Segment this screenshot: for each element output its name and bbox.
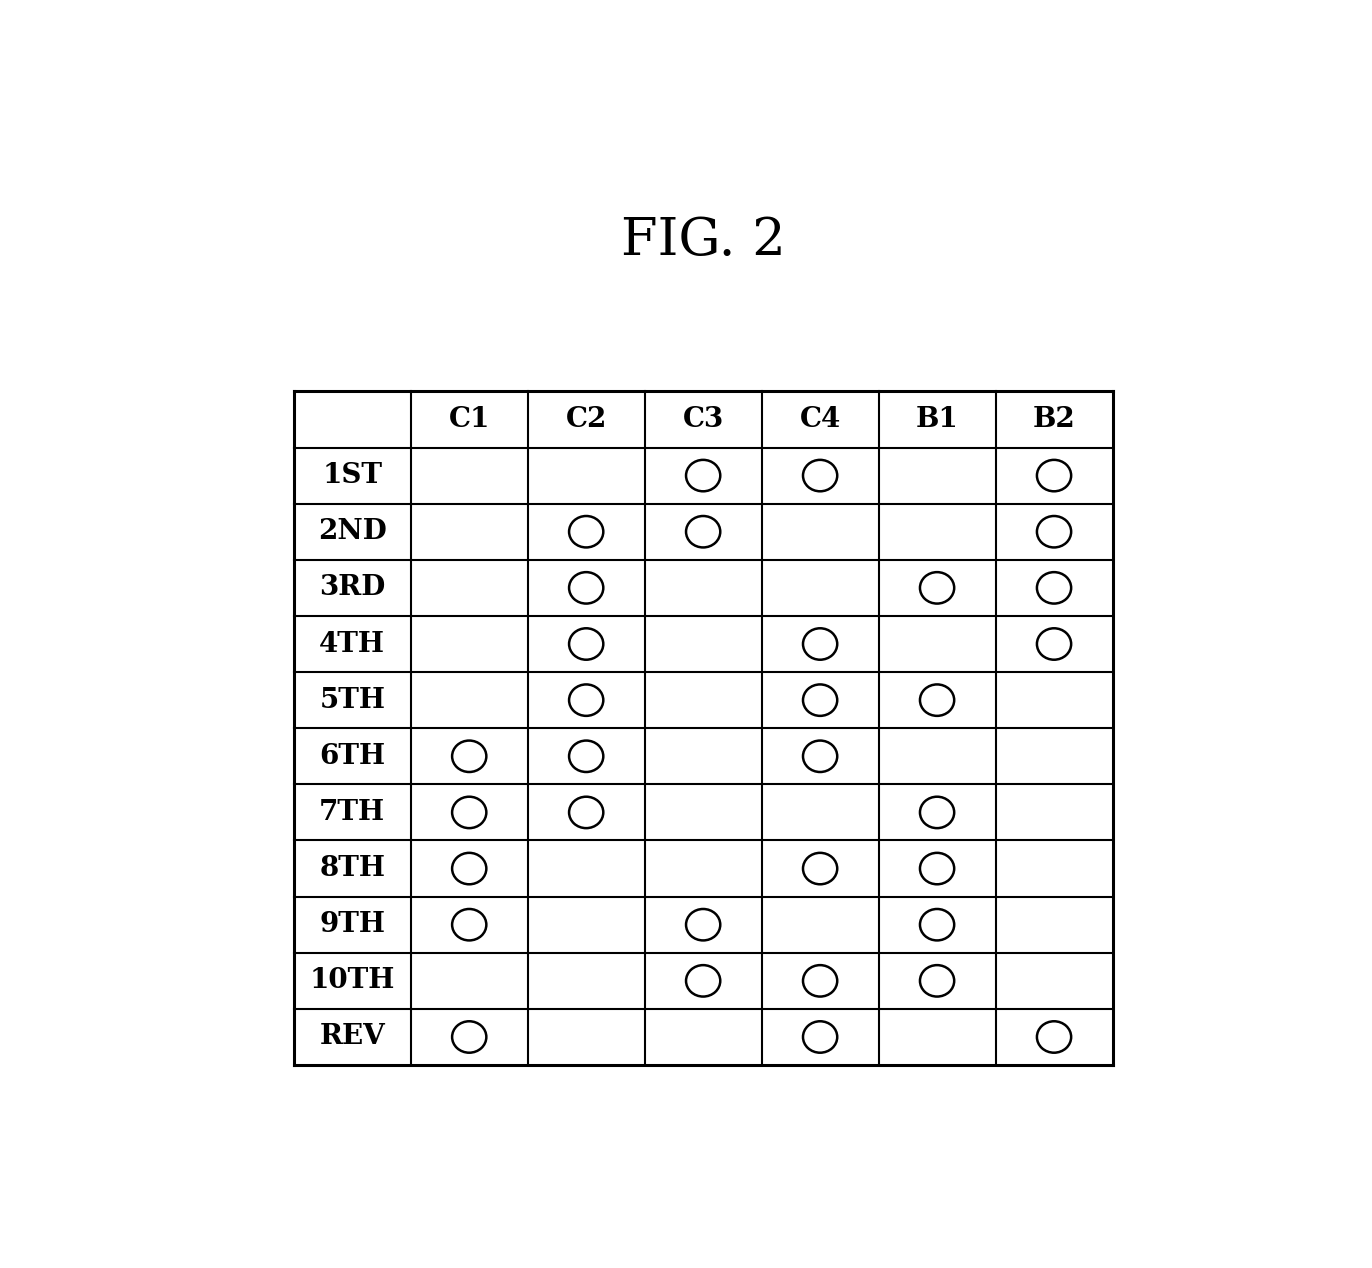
Circle shape: [453, 853, 486, 884]
Text: B2: B2: [1033, 406, 1076, 432]
Circle shape: [453, 741, 486, 772]
Circle shape: [569, 516, 604, 548]
Circle shape: [803, 965, 837, 997]
Circle shape: [569, 796, 604, 828]
Text: 8TH: 8TH: [320, 855, 386, 883]
Circle shape: [686, 909, 720, 941]
Circle shape: [453, 1021, 486, 1052]
Circle shape: [921, 685, 954, 716]
Circle shape: [803, 853, 837, 884]
Text: C2: C2: [565, 406, 606, 432]
Circle shape: [569, 685, 604, 716]
Circle shape: [1037, 460, 1072, 491]
Text: C4: C4: [800, 406, 841, 432]
Text: 4TH: 4TH: [320, 630, 386, 658]
Circle shape: [803, 628, 837, 659]
Circle shape: [686, 516, 720, 548]
Text: 1ST: 1ST: [322, 462, 383, 489]
Text: REV: REV: [320, 1023, 386, 1050]
Text: FIG. 2: FIG. 2: [620, 214, 786, 265]
Text: B1: B1: [915, 406, 959, 432]
Circle shape: [686, 965, 720, 997]
Circle shape: [921, 965, 954, 997]
Circle shape: [803, 741, 837, 772]
Text: 2ND: 2ND: [318, 519, 387, 545]
Circle shape: [569, 741, 604, 772]
Circle shape: [569, 572, 604, 604]
Circle shape: [1037, 628, 1072, 659]
Circle shape: [569, 628, 604, 659]
Circle shape: [921, 572, 954, 604]
Circle shape: [453, 909, 486, 941]
Circle shape: [1037, 516, 1072, 548]
Circle shape: [803, 685, 837, 716]
Circle shape: [803, 1021, 837, 1052]
Text: 9TH: 9TH: [320, 912, 386, 938]
Circle shape: [1037, 1021, 1072, 1052]
Text: 10TH: 10TH: [310, 967, 395, 994]
Circle shape: [921, 853, 954, 884]
Circle shape: [921, 796, 954, 828]
Text: C1: C1: [449, 406, 490, 432]
Text: 6TH: 6TH: [320, 743, 386, 770]
Circle shape: [1037, 572, 1072, 604]
Circle shape: [803, 460, 837, 491]
Text: 3RD: 3RD: [320, 574, 386, 601]
Text: 5TH: 5TH: [320, 687, 386, 714]
Text: C3: C3: [682, 406, 724, 432]
Circle shape: [686, 460, 720, 491]
Circle shape: [921, 909, 954, 941]
Circle shape: [453, 796, 486, 828]
Text: 7TH: 7TH: [320, 799, 386, 825]
